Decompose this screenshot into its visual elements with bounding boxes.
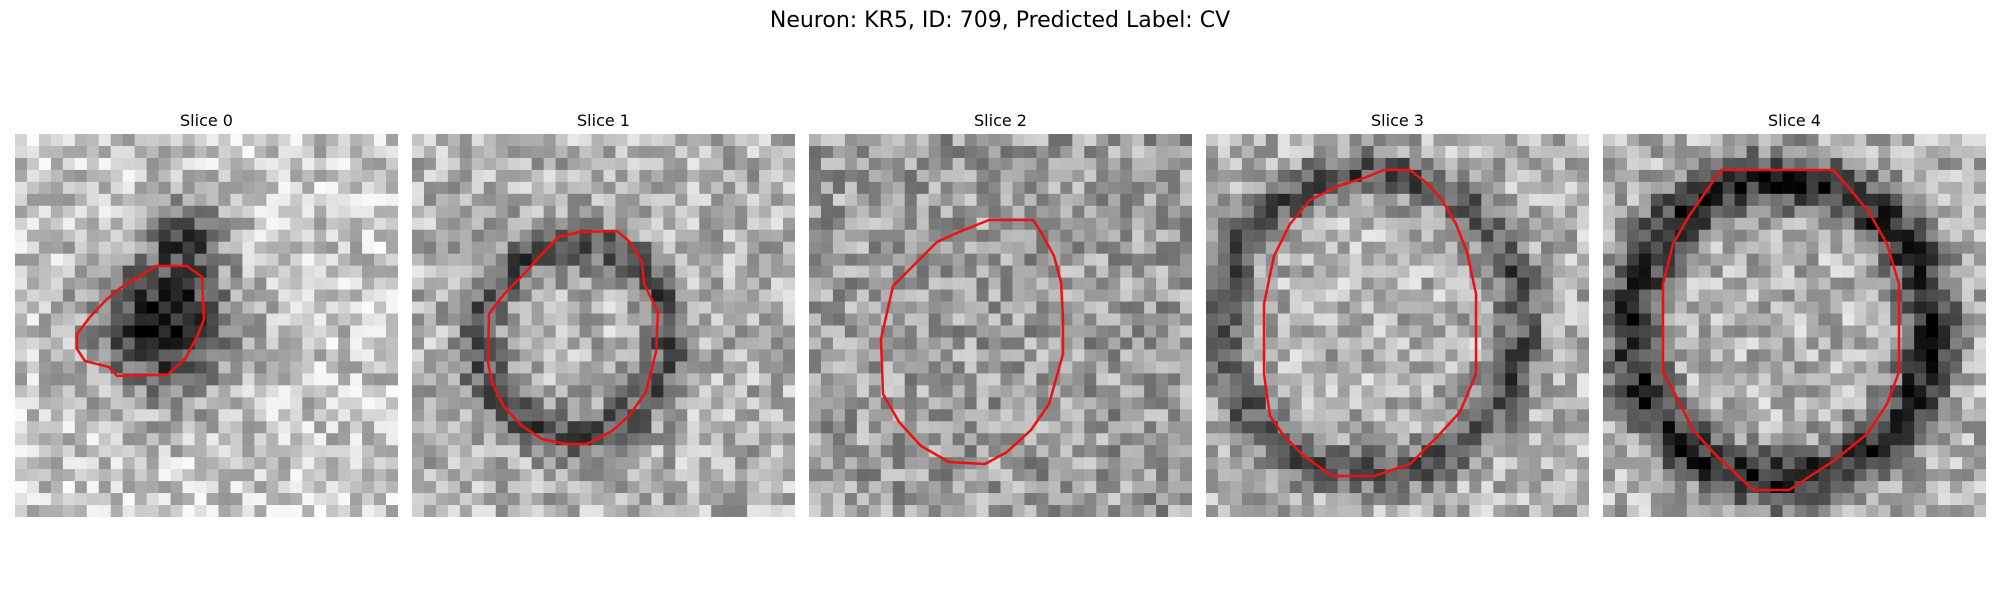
slice-title-0: Slice 0 — [180, 111, 233, 130]
slice-title-4: Slice 4 — [1768, 111, 1821, 130]
slice-title-2: Slice 2 — [974, 111, 1027, 130]
segmentation-contour-3 — [1262, 168, 1478, 478]
slice-image-0 — [15, 134, 398, 517]
slice-image-3 — [1206, 134, 1589, 517]
slice-panel-0: Slice 0 — [15, 110, 398, 517]
slice-panel-1: Slice 1 — [412, 110, 795, 517]
segmentation-contour-1 — [486, 229, 660, 446]
slice-title-3: Slice 3 — [1371, 111, 1424, 130]
slice-panel-2: Slice 2 — [809, 110, 1192, 517]
segmentation-contour-0 — [75, 264, 206, 378]
figure-title: Neuron: KR5, ID: 709, Predicted Label: C… — [769, 8, 1231, 33]
slice-panel-4: Slice 4 — [1603, 110, 1986, 517]
slice-image-2 — [809, 134, 1192, 517]
segmentation-contour-4 — [1661, 168, 1901, 492]
slice-image-1 — [412, 134, 795, 517]
slice-panel-3: Slice 3 — [1206, 110, 1589, 517]
slice-image-4 — [1603, 134, 1986, 517]
segmentation-contour-2 — [879, 218, 1065, 466]
slice-title-1: Slice 1 — [577, 111, 630, 130]
